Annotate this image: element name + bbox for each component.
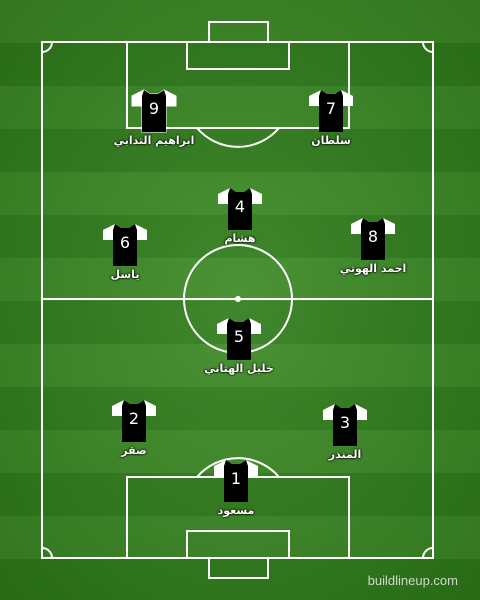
shirt-icon: 4 (216, 184, 264, 232)
player-4[interactable]: 4 هشام (195, 184, 285, 245)
bottom-goal (208, 557, 269, 579)
player-name: احمد الهوتي (339, 262, 407, 275)
player-3[interactable]: 3 المنذر (300, 400, 390, 461)
shirt-icon: 7 (307, 86, 355, 134)
player-number: 8 (367, 227, 379, 246)
corner-arc-top-right (422, 41, 434, 53)
bottom-goal-area (186, 530, 290, 559)
top-goal-area (186, 41, 290, 70)
player-number: 2 (128, 409, 140, 428)
corner-arc-bottom-left (41, 547, 53, 559)
player-name: خليل الهتاني (204, 362, 274, 375)
player-number: 5 (233, 327, 245, 346)
shirt-icon: 5 (215, 314, 263, 362)
bottom-penalty-arc (196, 457, 280, 478)
player-name: سلطان (311, 134, 351, 147)
top-penalty-arc (196, 127, 280, 148)
shirt-icon: 6 (101, 220, 149, 268)
shirt-icon: 1 (212, 456, 260, 504)
player-name: ياسل (110, 268, 140, 281)
player-number: 1 (230, 469, 242, 488)
player-9[interactable]: 9 ابراهيم التدابي (109, 86, 199, 147)
player-name: مسعود (217, 504, 255, 517)
corner-arc-bottom-right (422, 547, 434, 559)
shirt-icon: 3 (321, 400, 369, 448)
player-number: 3 (339, 413, 351, 432)
watermark: buildlineup.com (367, 573, 458, 588)
shirt-icon: 2 (110, 396, 158, 444)
player-7[interactable]: 7 سلطان (286, 86, 376, 147)
top-goal (208, 21, 269, 43)
corner-arc-top-left (41, 41, 53, 53)
player-name: هشام (224, 232, 256, 245)
player-6[interactable]: 6 ياسل (80, 220, 170, 281)
player-name: المنذر (328, 448, 362, 461)
player-8[interactable]: 8 احمد الهوتي (328, 214, 418, 275)
player-name: صقر (121, 444, 147, 457)
player-number: 9 (148, 99, 160, 118)
shirt-icon: 8 (349, 214, 397, 262)
player-number: 7 (325, 99, 337, 118)
player-1[interactable]: 1 مسعود (191, 456, 281, 517)
player-number: 6 (119, 233, 131, 252)
player-number: 4 (234, 197, 246, 216)
shirt-icon: 9 (130, 86, 178, 134)
player-5[interactable]: 5 خليل الهتاني (194, 314, 284, 375)
player-name: ابراهيم التدابي (113, 134, 195, 147)
player-2[interactable]: 2 صقر (89, 396, 179, 457)
center-spot (235, 296, 241, 302)
